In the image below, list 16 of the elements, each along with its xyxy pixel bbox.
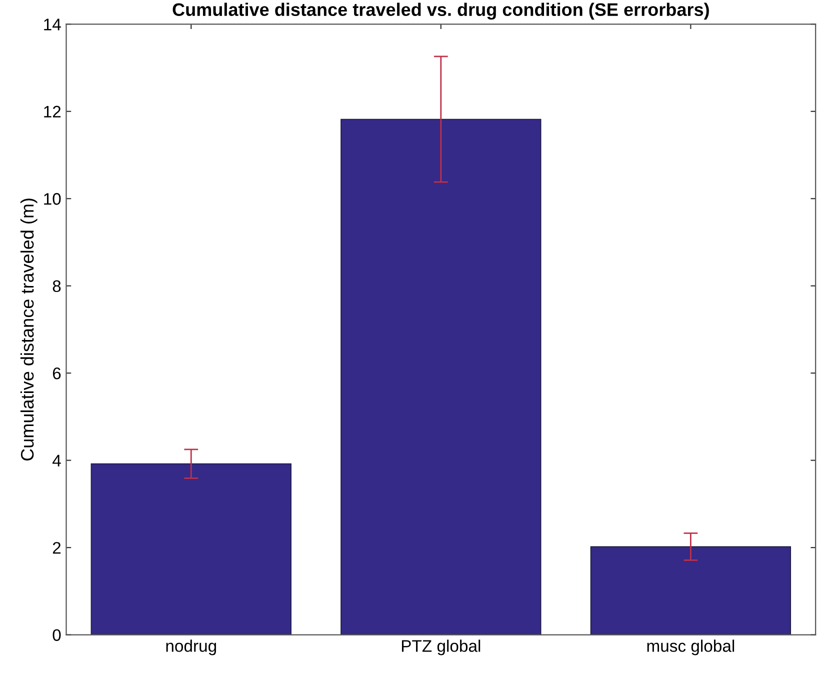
y-tick-label: 10: [44, 193, 61, 205]
y-tick-label: 4: [52, 454, 61, 466]
x-tick-label: nodrug: [166, 640, 216, 656]
chart-title: Cumulative distance traveled vs. drug condition (SE errorbars): [172, 2, 709, 20]
y-tick-label: 2: [52, 542, 61, 554]
bar: [590, 546, 792, 635]
x-tick-label: PTZ global: [402, 640, 480, 656]
y-tick-label: 6: [52, 367, 61, 380]
y-tick-label: 14: [44, 18, 61, 30]
y-tick-label: 8: [52, 280, 61, 292]
bar: [340, 118, 542, 635]
y-tick-label: 12: [44, 106, 61, 118]
y-tick-label: 0: [52, 629, 61, 642]
y-axis-title: Cumulative distance traveled (m): [20, 198, 38, 461]
bar: [90, 463, 292, 635]
x-tick-label: musc global: [647, 640, 734, 656]
